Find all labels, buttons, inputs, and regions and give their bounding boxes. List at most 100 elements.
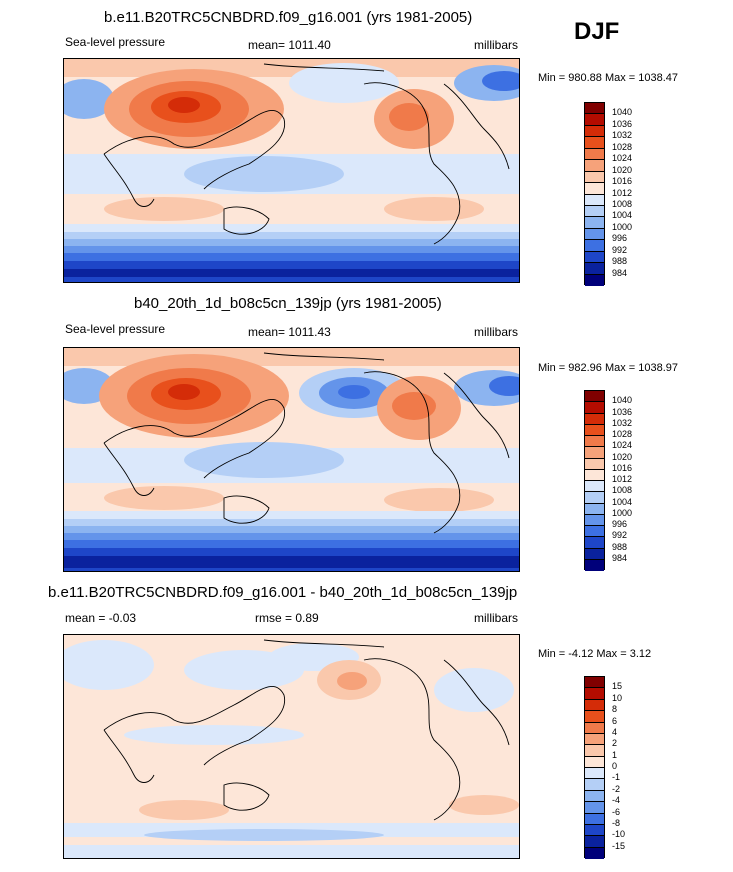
panel-1-title: b.e11.B20TRC5CNBDRD.f09_g16.001 (yrs 198… [104,9,473,26]
colorbar-tick-label: 0 [612,761,618,771]
panel-1-map [63,58,520,283]
panel-2-map [63,347,520,572]
colorbar-tick-label: -2 [612,783,621,794]
colorbar-cell [585,402,604,414]
colorbar-tick-label: 8 [612,704,618,715]
colorbar-cell [585,733,604,746]
panel-2-right-label: millibars [474,325,519,339]
colorbar-cell [585,205,604,218]
panel-1-colorbar [584,102,605,286]
colorbar-tick-label: 1008 [612,198,633,209]
colorbar-tick-label: 1024 [612,440,633,451]
colorbar-tick-label: 10 [612,692,623,703]
colorbar-cell [585,836,604,848]
colorbar-cell [585,103,604,115]
panel-2-colorbar [584,390,605,571]
colorbar-tick-label: 1012 [612,187,633,198]
colorbar-cell [585,160,604,172]
colorbar-tick-label: 996 [612,519,628,529]
colorbar-tick-label: -6 [612,806,621,817]
colorbar-tick-label: 1000 [612,507,633,518]
panel-2-left-label: Sea-level pressure [65,322,166,336]
panel-3-colorbar [584,676,605,859]
colorbar-cell [585,790,604,803]
colorbar-cell [585,756,604,768]
colorbar-tick-label: 988 [612,256,628,267]
colorbar-cell [585,436,604,448]
colorbar-cell [585,114,604,126]
colorbar-tick-label: -4 [612,795,621,806]
colorbar-tick-label: 2 [612,738,618,749]
panel-3-center-label: rmse = 0.89 [255,611,319,625]
colorbar-cell [585,240,604,252]
panel-2-minmax: Min = 982.96 Max = 1038.97 [538,362,679,374]
colorbar-cell [585,183,604,195]
colorbar-cell [585,688,604,700]
colorbar-cell [585,722,604,734]
colorbar-tick-label: 988 [612,541,628,552]
colorbar-tick-label: 1 [612,749,618,760]
colorbar-cell [585,745,604,757]
colorbar-cell [585,391,604,403]
colorbar-tick-label: 992 [612,244,628,255]
colorbar-cell [585,263,604,275]
panel-3-left-label: mean = -0.03 [65,611,137,625]
panel-1-minmax: Min = 980.88 Max = 1038.47 [538,72,679,84]
colorbar-tick-label: 1004 [612,210,633,221]
colorbar-cell [585,125,604,138]
colorbar-tick-label: 1032 [612,417,633,428]
colorbar-tick-label: 1036 [612,406,633,417]
colorbar-cell [585,148,604,161]
colorbar-tick-label: 992 [612,530,628,541]
panel-3-right-label: millibars [474,611,519,625]
panel-2-title: b40_20th_1d_b08c5cn_139jp (yrs 1981-2005… [134,295,442,312]
colorbar-tick-label: -1 [612,772,621,783]
colorbar-tick-label: 996 [612,233,628,244]
panel-1-left-label: Sea-level pressure [65,35,166,49]
colorbar-tick-label: 1024 [612,153,633,164]
colorbar-tick-label: 1028 [612,141,633,152]
colorbar-cell [585,492,604,504]
panel-3-title: b.e11.B20TRC5CNBDRD.f09_g16.001 - b40_20… [48,584,518,601]
colorbar-tick-label: 1008 [612,485,633,496]
colorbar-cell [585,413,604,425]
colorbar-tick-label: 1000 [612,221,633,232]
colorbar-cell [585,194,604,206]
colorbar-tick-label: 984 [612,267,628,278]
colorbar-tick-label: 15 [612,681,623,692]
colorbar-cell [585,274,604,286]
colorbar-cell [585,171,604,184]
colorbar-cell [585,526,604,538]
colorbar-tick-label: 1020 [612,164,633,175]
colorbar-cell [585,469,604,481]
colorbar-tick-label: 1004 [612,496,633,507]
colorbar-tick-label: 984 [612,552,628,563]
colorbar-cell [585,481,604,493]
colorbar-cell [585,548,604,560]
colorbar-cell [585,514,604,526]
colorbar-tick-label: 1032 [612,130,633,141]
colorbar-tick-label: 1040 [612,395,633,406]
season-label: DJF [574,18,620,45]
colorbar-tick-label: 1036 [612,118,633,129]
colorbar-tick-label: -10 [612,829,626,840]
colorbar-cell [585,537,604,549]
colorbar-tick-label: 1016 [612,462,633,473]
colorbar-cell [585,711,604,723]
panel-3-map [63,634,520,859]
colorbar-cell [585,847,604,859]
colorbar-cell [585,424,604,436]
colorbar-tick-label: -15 [612,840,626,851]
colorbar-tick-label: 1020 [612,451,633,462]
panel-2-center-label: mean= 1011.43 [248,325,331,339]
colorbar-tick-label: 1012 [612,474,633,484]
colorbar-cell [585,824,604,837]
colorbar-cell [585,228,604,241]
colorbar-cell [585,217,604,229]
panel-1-right-label: millibars [474,38,519,52]
colorbar-tick-label: 1016 [612,176,633,187]
colorbar-cell [585,768,604,780]
colorbar-cell [585,447,604,459]
colorbar-tick-label: 4 [612,726,618,737]
colorbar-cell [585,677,604,689]
